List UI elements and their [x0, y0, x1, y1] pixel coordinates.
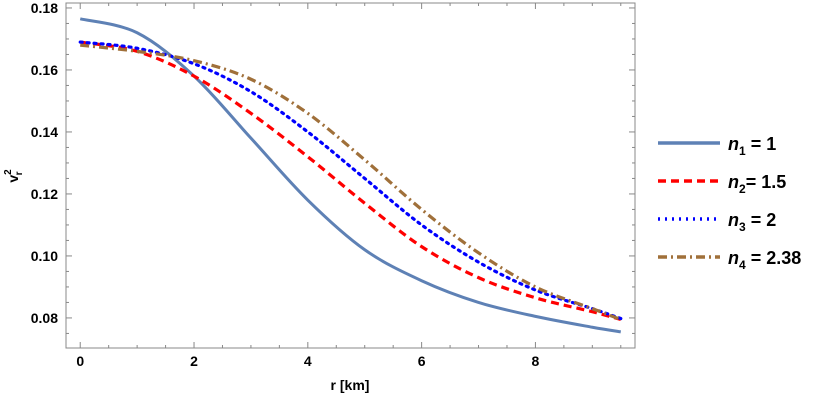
y-tick-label: 0.10 — [31, 248, 58, 264]
y-tick-label: 0.14 — [31, 124, 58, 140]
legend: n1 = 1 n2= 1.5 n3 = 2 n4 = 2.38 — [658, 134, 801, 272]
y-tick-label: 0.12 — [31, 186, 58, 202]
x-tick-label: 0 — [76, 353, 84, 369]
legend-label: n2= 1.5 — [728, 172, 786, 196]
y-tick-label: 0.08 — [31, 310, 58, 326]
svg-text:v2r: v2r — [3, 169, 25, 183]
legend-label: n4 = 2.38 — [728, 248, 801, 272]
series-line-n2 — [79, 40, 622, 322]
series-line-n1 — [79, 17, 622, 334]
legend-label: n1 = 1 — [728, 134, 776, 158]
y-axis-label: v2r — [3, 169, 25, 183]
legend-label: n3 = 2 — [728, 210, 776, 234]
x-tick-label: 2 — [190, 353, 198, 369]
x-axis-label: r [km] — [331, 377, 370, 393]
plot-frame — [65, 2, 636, 349]
y-tick-label: 0.16 — [31, 62, 58, 78]
series-line-n4 — [80, 43, 622, 321]
series-line-n3 — [78, 40, 623, 321]
x-tick-label: 6 — [418, 353, 426, 369]
x-tick-label: 4 — [304, 353, 312, 369]
x-tick-label: 8 — [532, 353, 540, 369]
y-tick-label: 0.18 — [31, 0, 58, 16]
